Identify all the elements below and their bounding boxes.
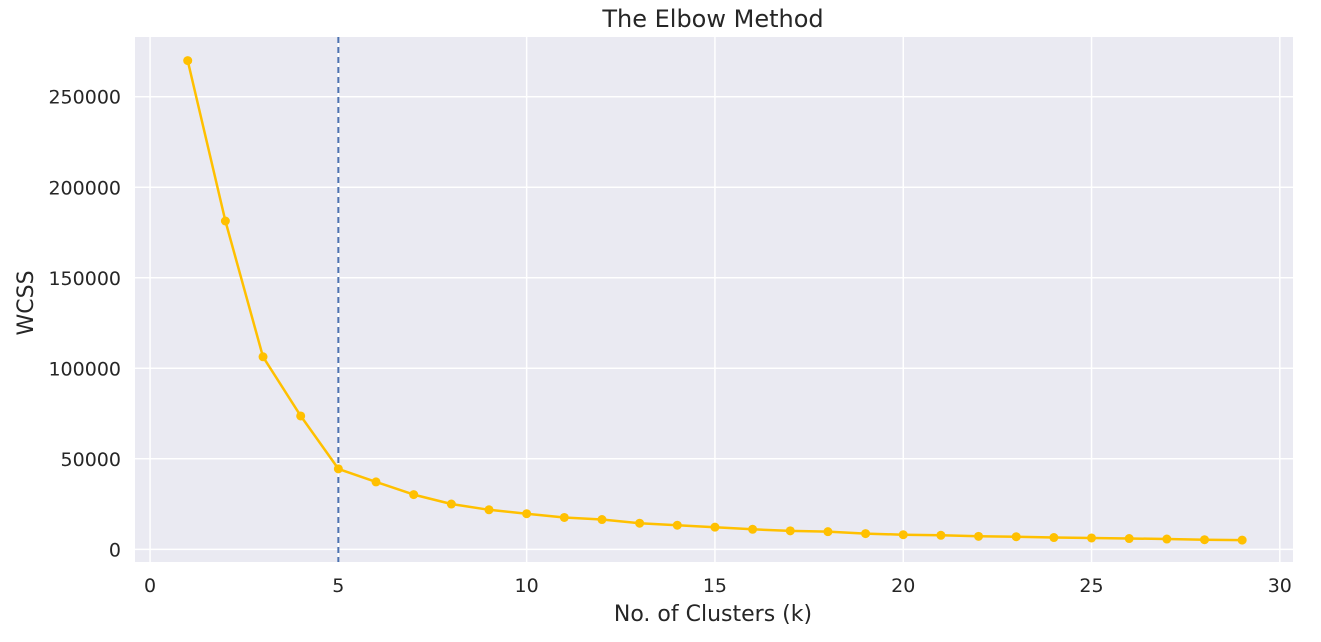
data-point xyxy=(597,515,607,525)
x-tick-label: 15 xyxy=(703,575,727,597)
series-layer xyxy=(183,56,1247,545)
data-point xyxy=(974,531,984,541)
data-point xyxy=(559,512,569,522)
data-point xyxy=(823,527,833,537)
data-point xyxy=(748,524,758,534)
data-point xyxy=(446,499,456,509)
x-tick-label: 10 xyxy=(515,575,539,597)
data-point xyxy=(484,505,494,515)
data-point xyxy=(333,464,343,474)
data-point xyxy=(1011,532,1021,542)
data-point xyxy=(1087,533,1097,543)
data-point xyxy=(936,530,946,540)
x-tick-label: 25 xyxy=(1079,575,1103,597)
y-tick-label: 150000 xyxy=(48,268,121,290)
data-point xyxy=(1162,534,1172,544)
data-point xyxy=(1049,533,1059,543)
y-axis-label: WCSS xyxy=(14,270,39,335)
grid-lines xyxy=(135,37,1293,562)
data-point xyxy=(785,526,795,536)
data-point xyxy=(1200,535,1210,545)
y-tick-label: 200000 xyxy=(48,177,121,199)
data-point xyxy=(371,477,381,487)
x-tick-label: 20 xyxy=(891,575,915,597)
data-point xyxy=(258,352,268,362)
data-point xyxy=(409,490,419,500)
y-tick-label: 50000 xyxy=(61,449,121,471)
data-point xyxy=(296,411,306,421)
x-tick-label: 30 xyxy=(1268,575,1292,597)
data-point xyxy=(183,56,193,66)
data-point xyxy=(861,529,871,539)
data-point xyxy=(710,522,720,532)
y-tick-label: 250000 xyxy=(48,87,121,109)
data-point xyxy=(1237,535,1247,545)
x-axis-label: No. of Clusters (k) xyxy=(614,602,812,627)
tick-labels: 0 5 10 15 20 25 30 0 50000 100000 150000 200000 2500… xyxy=(48,87,1291,597)
x-tick-label: 5 xyxy=(332,575,344,597)
data-point xyxy=(522,509,532,519)
y-tick-label: 0 xyxy=(109,539,121,561)
y-tick-label: 100000 xyxy=(48,358,121,380)
plot-area xyxy=(135,37,1293,562)
chart-title: The Elbow Method xyxy=(601,5,823,33)
data-point xyxy=(1124,534,1134,544)
x-tick-label: 0 xyxy=(144,575,156,597)
data-point xyxy=(672,520,682,530)
data-point xyxy=(898,530,908,540)
data-point xyxy=(635,518,645,528)
data-point xyxy=(220,216,230,226)
